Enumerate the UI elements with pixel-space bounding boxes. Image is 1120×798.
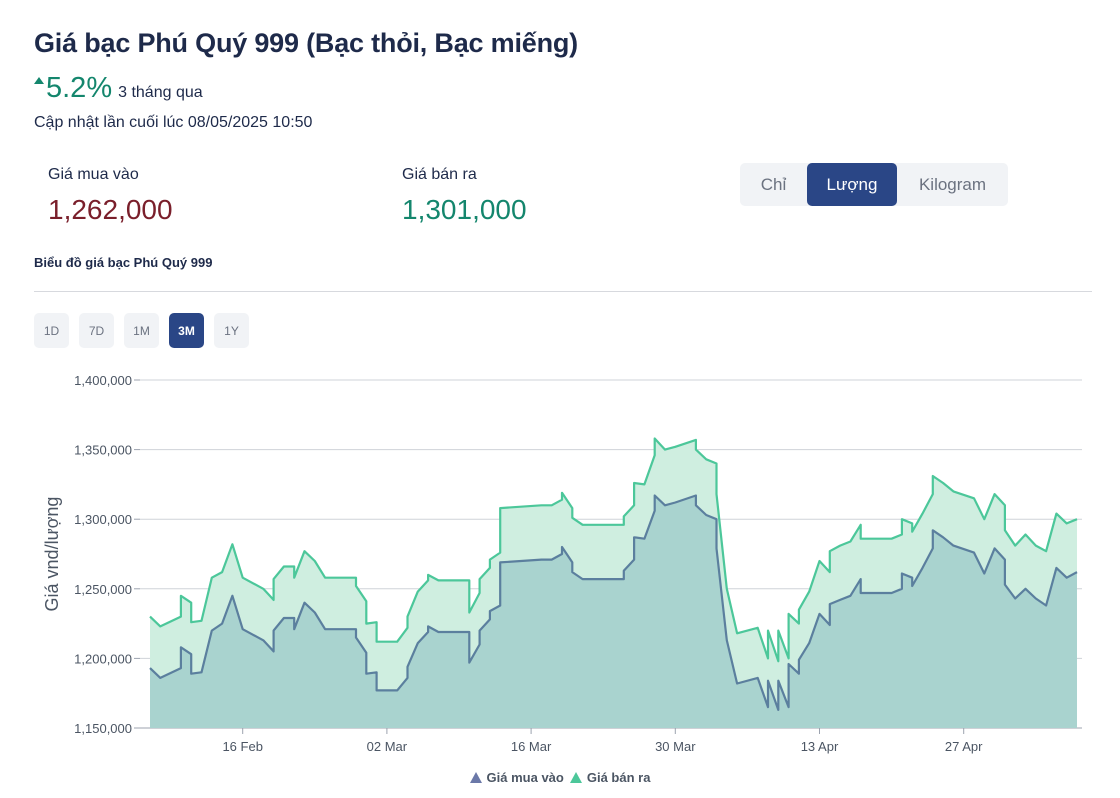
unit-kilogram-button[interactable]: Kilogram: [918, 174, 987, 194]
range-1y-button[interactable]: 1Y: [214, 313, 249, 348]
x-tick-label: 16 Mar: [511, 739, 552, 754]
price-change: 5.2% 3 tháng qua: [34, 72, 203, 105]
x-tick-label: 13 Apr: [801, 739, 839, 754]
buy-series-area: [150, 495, 1077, 728]
change-period: 3 tháng qua: [118, 84, 203, 101]
unit-toggle: Chỉ Lượng Kilogram: [740, 163, 1008, 206]
triangle-icon: [469, 772, 482, 783]
y-tick-label: 1,300,000: [74, 512, 132, 527]
sell-series-line: [149, 437, 1078, 663]
range-selector: 1D 7D 1M 3M 1Y: [34, 313, 259, 348]
sell-price-block: Giá bán ra 1,301,000: [402, 166, 527, 226]
x-tick-label: 02 Mar: [367, 739, 408, 754]
unit-chi-button[interactable]: Chỉ: [760, 174, 787, 194]
y-tick-label: 1,250,000: [74, 582, 132, 597]
buy-price-label: Giá mua vào: [48, 166, 139, 183]
y-axis-label: Giá vnd/lượng: [42, 497, 62, 612]
price-chart: 1,150,000 1,200,000 1,250,000 1,300,000 1,35…: [42, 373, 1082, 754]
buy-series-line: [149, 494, 1078, 711]
legend-sell-label: Giá bán ra: [586, 770, 651, 785]
page-title: Giá bạc Phú Quý 999 (Bạc thỏi, Bạc miếng…: [34, 28, 578, 58]
unit-luong-button[interactable]: Lượng: [807, 163, 897, 206]
legend-buy-label: Giá mua vào: [486, 770, 564, 785]
last-updated: Cập nhật lần cuối lúc 08/05/2025 10:50: [34, 114, 313, 131]
x-tick-label: 16 Feb: [222, 739, 262, 754]
y-tick-label: 1,200,000: [74, 651, 132, 666]
sell-price-value: 1,301,000: [402, 194, 527, 225]
buy-price-block: Giá mua vào 1,262,000: [48, 166, 173, 226]
range-1d-button[interactable]: 1D: [34, 313, 69, 348]
y-tick-label: 1,350,000: [74, 443, 132, 458]
range-7d-button[interactable]: 7D: [79, 313, 114, 348]
y-tick-label: 1,150,000: [74, 721, 132, 736]
triangle-icon: [569, 772, 582, 783]
buy-price-value: 1,262,000: [48, 194, 173, 225]
range-3m-button[interactable]: 3M: [169, 313, 204, 348]
range-1m-button[interactable]: 1M: [124, 313, 159, 348]
legend-buy[interactable]: Giá mua vào: [469, 770, 564, 785]
sell-price-label: Giá bán ra: [402, 166, 477, 183]
x-tick-label: 30 Mar: [655, 739, 696, 754]
change-percent: 5.2%: [46, 72, 113, 104]
legend-sell[interactable]: Giá bán ra: [569, 770, 651, 785]
chart-heading: Biểu đồ giá bạc Phú Quý 999: [34, 255, 213, 270]
chart-legend: Giá mua vào Giá bán ra: [0, 770, 1120, 785]
y-tick-label: 1,400,000: [74, 373, 132, 388]
triangle-up-icon: [34, 77, 44, 84]
divider: [34, 291, 1092, 292]
x-tick-label: 27 Apr: [945, 739, 983, 754]
